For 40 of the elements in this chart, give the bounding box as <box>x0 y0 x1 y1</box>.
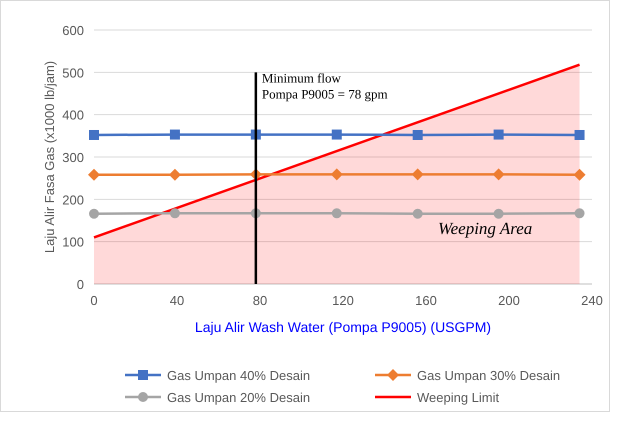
x-tick-label: 40 <box>170 293 184 308</box>
point <box>494 208 504 219</box>
point <box>332 208 342 218</box>
point <box>412 208 423 219</box>
point <box>330 168 343 180</box>
x-axis-title: Laju Alir Wash Water (Pompa P9005) (USGPM) <box>194 319 492 335</box>
ref-line-label: Minimum flow Pompa P9005 = 78 gpm <box>262 70 388 102</box>
point <box>89 208 99 219</box>
x-tick-label: 80 <box>252 293 268 308</box>
point <box>332 130 342 140</box>
point <box>412 168 424 180</box>
legend-label: Gas Umpan 40% Desain <box>167 368 310 383</box>
x-tick-label: 200 <box>498 293 520 308</box>
point <box>492 168 505 180</box>
annotation: Weeping Area <box>438 219 532 238</box>
y-tick-label: 300 <box>62 150 84 165</box>
point <box>412 130 423 140</box>
legend-label: Weeping Limit <box>417 390 500 405</box>
x-tick-label: 0 <box>90 293 98 308</box>
legend-label: Gas Umpan 30% Desain <box>417 368 560 383</box>
point <box>170 130 180 140</box>
point <box>574 168 586 181</box>
y-tick-label: 100 <box>62 234 84 250</box>
y-tick-label: 200 <box>62 192 84 208</box>
point <box>89 130 99 140</box>
point <box>168 168 181 181</box>
point <box>170 208 180 218</box>
point <box>574 130 585 140</box>
y-tick-label: 400 <box>62 108 84 123</box>
x-tick-label: 240 <box>581 293 603 308</box>
point <box>494 130 504 140</box>
legend-label: Gas Umpan 20% Desain <box>167 390 310 405</box>
x-tick-label: 160 <box>415 293 437 308</box>
y-tick-label: 0 <box>76 277 84 292</box>
point <box>88 168 100 181</box>
y-axis-title: Laju Alir Fasa Gas (x1000 lb/jam) <box>42 60 57 254</box>
y-tick-label: 600 <box>62 23 84 38</box>
y-tick-label: 500 <box>62 65 84 80</box>
x-tick-label: 120 <box>332 293 354 308</box>
point <box>574 208 585 218</box>
